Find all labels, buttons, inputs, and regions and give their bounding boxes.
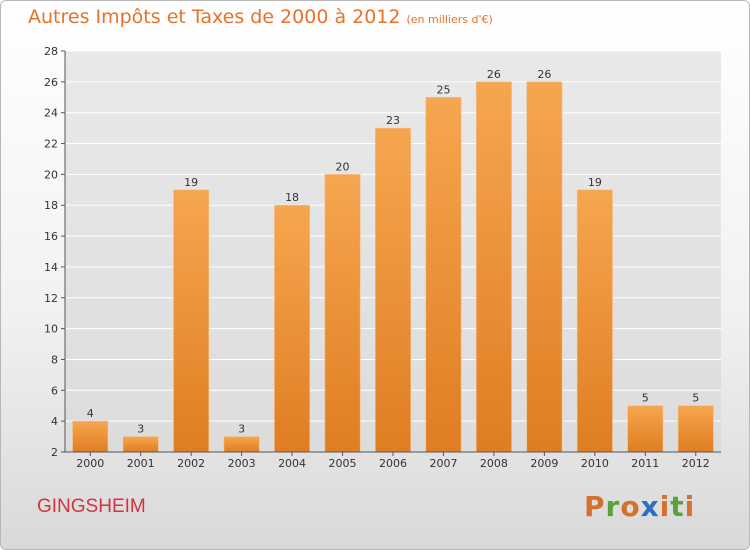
bar-2009 [526,81,563,453]
data-label-2002: 19 [184,176,198,189]
y-tick-label: 28 [44,45,58,58]
logo-letter: r [605,490,621,523]
bars: 4 3 19 3 18 20 23 25 26 26 19 5 5 [72,68,714,453]
data-label-2004: 18 [285,191,299,204]
logo-letter: i [684,490,696,523]
y-tick-label: 4 [51,415,58,428]
y-tick-label: 24 [44,107,58,120]
bar-2001 [122,436,159,453]
bar-2010 [576,189,613,453]
x-axis: 2000 2001 2002 2003 2004 2005 2006 2007 2008 2009… [65,451,721,470]
bar-2012 [677,405,714,453]
logo-letter: o [620,490,641,523]
y-tick-label: 6 [51,384,58,397]
bar-2011 [627,405,664,453]
logo-letter: i [659,490,671,523]
bar-2005 [324,174,361,453]
x-tick-label-2000: 2000 [76,457,104,470]
commune-name: GINGSHEIM [37,496,146,517]
logo-letter: t [670,490,685,523]
x-tick-label-2006: 2006 [379,457,407,470]
x-tick-label-2008: 2008 [480,457,508,470]
data-label-2008: 26 [487,68,501,81]
x-tick-label-2012: 2012 [682,457,710,470]
data-label-2011: 5 [642,392,649,405]
y-tick-label: 8 [51,353,58,366]
data-label-2009: 26 [537,68,551,81]
logo-letter: x [640,490,660,523]
y-tick-label: 16 [44,230,58,243]
y-tick-label: 20 [44,168,58,181]
data-label-2000: 4 [87,407,94,420]
y-tick-label: 22 [44,138,58,151]
data-label-2006: 23 [386,114,400,127]
proxiti-logo[interactable]: Proxiti [584,490,695,523]
y-tick-label: 10 [44,323,58,336]
data-label-2012: 5 [692,392,699,405]
chart-title-text: Autres Impôts et Taxes de 2000 à 2012 [28,6,401,28]
x-tick-label-2010: 2010 [581,457,609,470]
y-tick-label: 12 [44,292,58,305]
x-tick-label-2011: 2011 [631,457,659,470]
x-tick-label-2005: 2005 [329,457,357,470]
bar-2000 [72,420,109,453]
bar-2004 [274,204,311,453]
y-tick-label: 2 [51,446,58,459]
data-label-2010: 19 [588,176,602,189]
x-tick-label-2003: 2003 [228,457,256,470]
bar-2006 [375,127,411,453]
bar-2007 [425,96,462,453]
y-tick-label: 26 [44,76,58,89]
data-label-2005: 20 [336,160,350,173]
y-tick-label: 18 [44,199,58,212]
y-tick-label: 14 [44,261,58,274]
bar-2008 [475,81,512,453]
x-tick-label-2004: 2004 [278,457,306,470]
data-label-2001: 3 [137,423,144,436]
x-tick-label-2002: 2002 [177,457,205,470]
x-tick-label-2001: 2001 [127,457,155,470]
chart-unit: (en milliers d'€) [406,13,493,26]
logo-letter: P [584,490,606,523]
x-tick-label-2009: 2009 [530,457,558,470]
bar-2002 [173,189,210,453]
bar-2003 [223,436,260,453]
x-tick-label-2007: 2007 [429,457,457,470]
chart-title: Autres Impôts et Taxes de 2000 à 2012 (en… [28,6,493,28]
data-label-2007: 25 [436,83,450,96]
data-label-2003: 3 [238,423,245,436]
